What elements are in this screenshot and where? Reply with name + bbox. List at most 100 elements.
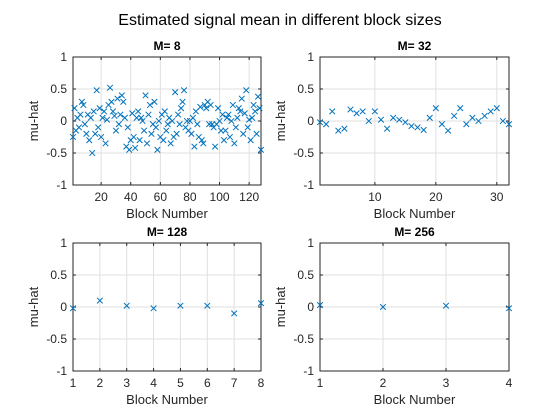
subplot-title: M= 32 xyxy=(398,39,432,53)
data-point xyxy=(383,125,391,132)
data-point xyxy=(244,124,251,131)
x-tick-label: 3 xyxy=(443,376,450,390)
data-point xyxy=(408,122,415,130)
data-point xyxy=(102,140,109,147)
data-point xyxy=(206,121,213,128)
data-point xyxy=(152,124,160,131)
data-point xyxy=(457,105,464,112)
data-point xyxy=(75,124,83,131)
y-tick-label: 0 xyxy=(60,300,67,314)
data-point xyxy=(95,124,102,131)
data-point xyxy=(160,137,167,144)
data-point xyxy=(481,112,488,120)
data-point xyxy=(89,149,96,157)
data-point xyxy=(176,121,183,128)
data-point xyxy=(257,146,265,153)
y-tick-label: 0 xyxy=(60,114,67,128)
x-tick-label: 40 xyxy=(124,190,138,204)
data-point xyxy=(505,121,513,128)
data-point xyxy=(198,137,205,144)
data-point xyxy=(499,117,507,125)
data-point xyxy=(123,302,130,309)
y-tick-label: -0.5 xyxy=(46,146,67,160)
x-tick-label: 2 xyxy=(380,376,387,390)
data-point xyxy=(353,110,360,117)
data-point xyxy=(134,108,142,115)
data-point xyxy=(108,98,115,105)
y-tick-label: -0.5 xyxy=(46,332,67,346)
data-point xyxy=(240,130,247,137)
x-tick-label: 3 xyxy=(123,376,130,390)
data-point xyxy=(220,137,228,144)
data-point xyxy=(256,105,263,112)
data-point xyxy=(106,84,114,91)
data-point xyxy=(438,121,446,128)
data-point xyxy=(163,127,170,134)
x-tick-label: 1 xyxy=(70,376,77,390)
data-point xyxy=(228,117,235,125)
data-point xyxy=(136,137,143,144)
data-point xyxy=(126,146,133,153)
y-axis-label: mu-hat xyxy=(26,100,41,141)
data-point xyxy=(120,98,127,105)
subplot-title: M= 8 xyxy=(153,39,180,53)
data-point xyxy=(226,133,234,141)
data-point xyxy=(93,87,100,94)
data-point xyxy=(114,95,121,102)
y-tick-label: -0.5 xyxy=(293,332,314,346)
data-point xyxy=(257,300,265,307)
data-point xyxy=(161,108,168,115)
data-point xyxy=(204,302,211,309)
data-point xyxy=(247,137,254,144)
data-point xyxy=(238,95,245,102)
data-point xyxy=(335,127,342,134)
data-point xyxy=(230,310,238,317)
data-point xyxy=(169,117,176,125)
data-point xyxy=(487,108,494,115)
data-point xyxy=(177,302,184,309)
x-tick-label: 20 xyxy=(429,190,443,204)
data-point xyxy=(96,297,104,304)
data-point xyxy=(142,92,149,99)
y-tick-label: 1 xyxy=(307,50,314,64)
data-point xyxy=(234,114,241,121)
x-tick-label: 7 xyxy=(231,376,238,390)
data-point xyxy=(463,121,470,128)
data-point xyxy=(151,98,158,105)
y-axis-label: mu-hat xyxy=(273,100,288,141)
data-point xyxy=(174,111,182,118)
x-tick-label: 5 xyxy=(177,376,184,390)
data-point xyxy=(100,108,108,115)
data-point xyxy=(450,112,458,120)
data-point xyxy=(83,130,90,137)
x-tick-label: 30 xyxy=(490,190,504,204)
data-point xyxy=(137,114,145,121)
data-point xyxy=(426,114,433,121)
y-tick-label: 1 xyxy=(60,50,67,64)
y-tick-label: 0 xyxy=(307,114,314,128)
data-point xyxy=(180,87,188,94)
data-point xyxy=(150,305,157,312)
data-point xyxy=(200,140,207,147)
y-axis-label: mu-hat xyxy=(273,286,288,327)
data-point xyxy=(347,106,354,113)
data-point xyxy=(225,111,232,118)
data-point xyxy=(171,89,179,96)
data-point xyxy=(173,130,180,137)
data-point xyxy=(211,143,219,150)
data-point xyxy=(219,111,226,118)
data-point xyxy=(80,101,87,109)
x-tick-label: 20 xyxy=(94,190,108,204)
data-point xyxy=(432,105,439,112)
data-point xyxy=(248,114,256,121)
x-tick-label: 4 xyxy=(506,376,513,390)
subplot-title: M= 256 xyxy=(394,225,435,239)
subplot-1: 20 40 60 80 100 120 -1 -0.5 0 0.5 1 M= 8 Block Numbe… xyxy=(26,39,265,221)
data-point xyxy=(146,101,154,109)
x-tick-label: 8 xyxy=(258,376,265,390)
figure-title: Estimated signal mean in different block… xyxy=(118,12,441,29)
data-point xyxy=(214,105,222,112)
data-point xyxy=(87,114,94,121)
y-tick-label: 0.5 xyxy=(50,268,67,282)
